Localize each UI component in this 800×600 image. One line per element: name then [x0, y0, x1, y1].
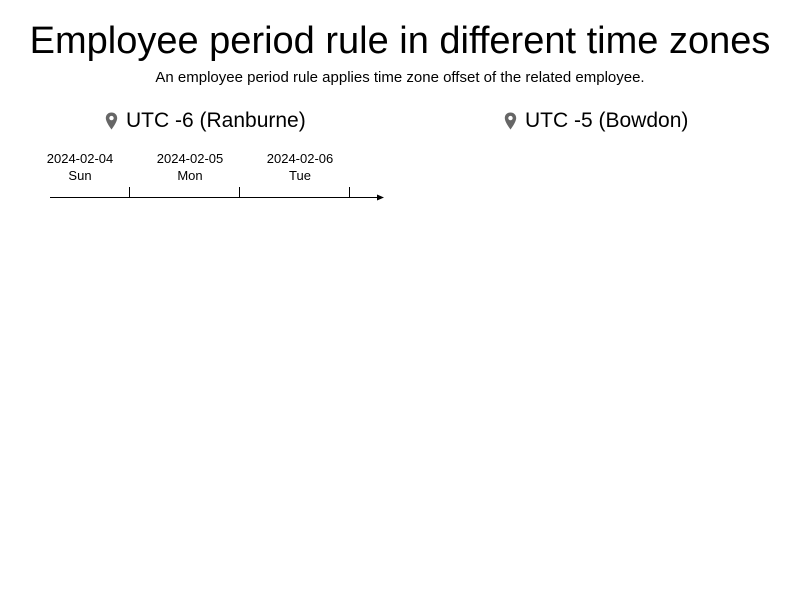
zone-label-bowdon: UTC -5 (Bowdon)	[525, 109, 689, 132]
zone-ranburne: UTC -6 (Ranburne)	[105, 107, 306, 135]
day-weekday: Mon	[177, 168, 203, 183]
day-date: 2024-02-06	[266, 151, 334, 166]
day-date: 2024-02-04	[46, 151, 114, 166]
day-weekday: Sun	[68, 168, 92, 183]
page-subtitle: An employee period rule applies time zon…	[155, 69, 645, 86]
map-pin-icon	[504, 112, 517, 130]
day-column-3: 2024-02-06 Tue	[245, 150, 355, 184]
timeline-axis	[50, 187, 384, 201]
page-title: Employee period rule in different time z…	[29, 20, 771, 62]
map-pin-icon	[105, 112, 118, 130]
day-weekday: Tue	[289, 168, 311, 183]
zone-label-ranburne: UTC -6 (Ranburne)	[126, 109, 306, 132]
axis-arrow-head	[377, 194, 384, 201]
zone-bowdon: UTC -5 (Bowdon)	[504, 107, 688, 135]
day-column-2: 2024-02-05 Mon	[135, 150, 245, 184]
timeline-ranburne: 2024-02-04 Sun 2024-02-05 Mon 2024-02-06…	[40, 150, 400, 210]
day-column-1: 2024-02-04 Sun	[25, 150, 135, 184]
day-date: 2024-02-05	[156, 151, 224, 166]
